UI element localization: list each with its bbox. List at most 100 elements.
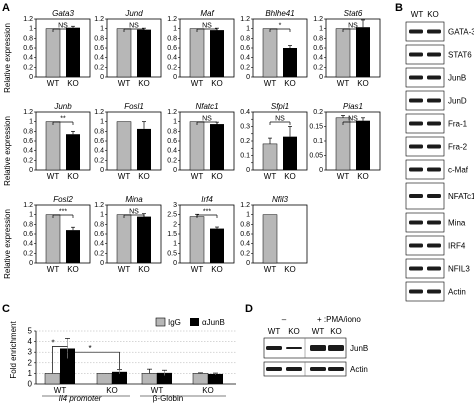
sig-label: NS	[202, 23, 212, 30]
y-tick-label: 0.4	[94, 241, 104, 248]
y-tick-label: 0.4	[240, 241, 250, 248]
x-label-ko: KO	[284, 79, 296, 88]
bar-ajunb	[208, 373, 223, 384]
bar-wt	[262, 143, 278, 171]
band-ko	[427, 121, 441, 126]
x-label-wt: WT	[264, 265, 277, 274]
y-tick-label: 1.2	[240, 202, 250, 209]
x-label-ko: KO	[357, 79, 369, 88]
y-tick-label: 0.2	[23, 157, 33, 164]
gene-title: Junb	[53, 102, 72, 111]
band-wt	[409, 220, 423, 225]
bar-ko	[210, 124, 224, 170]
panel-b-western-blot: WT KO GATA-3 STAT6 JunB JunD Fra-1 Fra-2 c-Maf…	[405, 10, 474, 302]
y-tick-label: 0	[29, 260, 33, 267]
blot-strip	[405, 258, 445, 279]
sig-bracket-1	[52, 346, 68, 374]
y-tick-label: 0.4	[23, 55, 33, 62]
gene-title: Nfatc1	[195, 102, 218, 111]
sig-label: **	[60, 116, 66, 123]
x-label-wt: WT	[337, 79, 350, 88]
protein-label: NFIL3	[448, 265, 470, 274]
x-label-wt: WT	[118, 79, 131, 88]
y-tick-label: 0.5	[167, 250, 177, 257]
x-category-label: WT	[54, 386, 67, 395]
y-tick-label: 0.2	[240, 250, 250, 257]
panel-c-legend-ajunb-swatch	[190, 318, 199, 326]
bar-ko	[210, 228, 224, 263]
y-tick-label: 0.6	[240, 231, 250, 238]
bar-ko	[137, 128, 151, 170]
x-label-wt: WT	[47, 265, 60, 274]
bar-wt	[335, 28, 351, 78]
gene-title: Bhlhe41	[265, 9, 294, 18]
y-tick-label: 0.6	[94, 231, 104, 238]
y-tick-label: 3	[173, 202, 177, 209]
y-tick-label: 0.8	[23, 128, 33, 135]
protein-label: STAT6	[448, 51, 472, 60]
x-label-wt: WT	[47, 79, 60, 88]
y-tick-label: 0.8	[167, 35, 177, 42]
x-label-ko: KO	[138, 79, 150, 88]
y-tick-label: 4	[28, 337, 33, 346]
band	[328, 345, 344, 351]
y-tick-label: 0.8	[240, 35, 250, 42]
y-tick-label: 0	[319, 74, 323, 81]
y-tick-label: 0	[29, 167, 33, 174]
sig-label: NS	[129, 209, 139, 216]
band-wt	[409, 29, 423, 34]
panel-c-chip-chart: Fold enrichment IgG αJunB Il4 promoter β…	[9, 317, 236, 403]
y-tick-label: 1	[28, 369, 33, 378]
y-tick-label: 0.1	[240, 153, 250, 160]
panel-d-lane-ko2: KO	[330, 327, 342, 336]
band-ko	[427, 75, 441, 80]
protein-label: Actin	[350, 365, 368, 374]
panel-c-ylabel: Fold enrichment	[9, 321, 18, 379]
panel-a-ylabel-row2: Relative expression	[3, 116, 12, 186]
y-tick-label: 1.2	[23, 202, 33, 209]
y-tick-label: 0.6	[94, 45, 104, 52]
bar-ajunb	[60, 348, 75, 384]
band-wt	[409, 52, 423, 57]
protein-label: c-Maf	[448, 166, 469, 175]
x-category-label: WT	[151, 386, 164, 395]
protein-label: JunD	[448, 97, 467, 106]
blot-strip	[405, 212, 445, 233]
y-tick-label: 0.2	[313, 109, 323, 116]
bar-wt	[189, 216, 205, 264]
bar-ko	[66, 27, 80, 77]
y-tick-label: 0.6	[313, 45, 323, 52]
band-ko	[427, 29, 441, 34]
x-label-ko: KO	[211, 265, 223, 274]
y-tick-label: 0	[173, 167, 177, 174]
bar-wt	[116, 28, 132, 78]
panel-label-a: A	[2, 2, 10, 14]
y-tick-label: 1.2	[23, 16, 33, 23]
y-tick-label: 0.1	[313, 138, 323, 145]
sig-label: NS	[202, 116, 212, 123]
chart-frame-nfil3	[252, 204, 308, 264]
y-tick-label: 1	[319, 26, 323, 33]
protein-label: GATA-3	[448, 28, 474, 37]
blot-strip	[405, 281, 445, 302]
panel-d-western-blot: – + :PMA/iono WT KO WT KO JunB Actin	[263, 315, 368, 377]
bar-wt	[262, 28, 278, 78]
sig-label: NS	[275, 116, 285, 123]
y-tick-label: 0.4	[240, 55, 250, 62]
band-ko	[427, 98, 441, 103]
panel-a-ylabel-row3: Relative expression	[3, 209, 12, 279]
band	[266, 367, 282, 371]
protein-label: IRF4	[448, 242, 466, 251]
band	[286, 347, 302, 349]
protein-label: NFATc1	[448, 192, 474, 201]
band-wt	[409, 266, 423, 271]
panel-c-legend-igg-label: IgG	[168, 318, 181, 327]
band-wt	[409, 144, 423, 149]
y-tick-label: 0.6	[94, 138, 104, 145]
y-tick-label: 0.8	[94, 35, 104, 42]
bar-igg	[96, 373, 113, 385]
y-tick-label: 0.15	[309, 124, 323, 131]
bar-wt	[335, 117, 351, 171]
sig-label: ***	[59, 209, 67, 216]
y-tick-label: 0.4	[313, 55, 323, 62]
